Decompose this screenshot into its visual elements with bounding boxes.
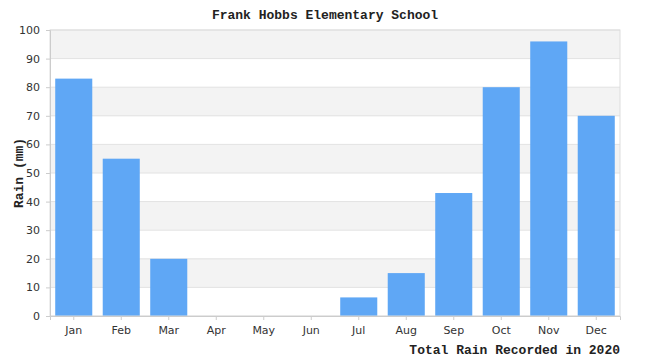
y-tick: 20 [26,253,50,266]
x-tick-label: May [252,324,275,337]
x-tick: Oct [492,316,512,337]
x-tick-mark [263,316,264,320]
y-tick-mark [46,87,50,88]
y-tick-label: 50 [26,167,40,180]
y-tick-mark [46,30,50,31]
y-tick-mark [46,59,50,60]
x-tick-label: Apr [207,324,227,337]
x-tick-label: Sep [443,324,464,337]
y-tick: 80 [26,81,50,94]
x-tick-mark [73,316,74,320]
x-tick-mark [548,316,549,320]
y-tick: 50 [26,167,50,180]
y-tick: 100 [19,24,50,37]
x-tick: Jun [302,316,320,337]
x-axis-title: Total Rain Recorded in 2020 [409,343,620,358]
x-tick: Dec [586,316,607,337]
x-tick: May [252,316,275,337]
y-tick-label: 0 [33,310,40,323]
x-tick-label: Oct [492,324,512,337]
bar [388,273,425,316]
y-tick-label: 100 [19,24,40,37]
x-tick-mark [453,316,454,320]
bar [55,79,92,316]
y-tick-label: 80 [26,81,40,94]
y-tick: 10 [26,281,50,294]
y-tick-mark [46,259,50,260]
y-tick: 90 [26,53,50,66]
x-tick-mark [168,316,169,320]
x-tick: Jan [64,316,82,337]
y-tick: 0 [33,310,50,323]
chart: 0 10 20 30 40 50 60 70 80 90 100 Jan Feb Mar Apr May Jun… [0,0,650,360]
y-tick-mark [46,116,50,117]
y-tick-mark [46,144,50,145]
bar [103,159,140,316]
x-tick-label: Jun [302,324,320,337]
x-tick-mark [406,316,407,320]
y-tick-label: 40 [26,196,40,209]
x-axis-line [51,317,621,321]
y-tick: 40 [26,196,50,209]
y-tick: 70 [26,110,50,123]
x-tick: Mar [158,316,179,337]
plot-frame [50,30,620,316]
x-tick-label: Dec [586,324,607,337]
x-tick: Sep [443,316,464,337]
x-tick-label: Nov [538,324,560,337]
x-tick: Apr [207,316,227,337]
plot-background [50,30,620,316]
bar [150,259,187,316]
y-tick-mark [46,230,50,231]
bar [530,41,567,316]
x-tick-mark [121,316,122,320]
x-tick-label: Mar [158,324,179,337]
x-axis: Jan Feb Mar Apr May Jun Jul Aug Sep Oct Nov Dec [51,316,621,337]
x-tick-label: Aug [396,324,417,337]
x-tick: Jul [351,316,365,337]
y-tick-label: 10 [26,281,40,294]
bar [340,297,377,316]
x-tick-mark [596,316,597,320]
y-tick-label: 90 [26,53,40,66]
grid-lines [50,30,620,316]
y-tick-label: 20 [26,253,40,266]
bar [435,193,472,316]
y-axis-title: Rain (mm) [12,138,27,208]
y-tick-mark [46,287,50,288]
y-tick-mark [46,173,50,174]
y-tick-mark [46,316,50,317]
x-tick-label: Jul [351,324,365,337]
x-tick-label: Jan [64,324,82,337]
x-tick: Nov [538,316,560,337]
x-tick: Feb [112,316,131,337]
x-tick-mark [216,316,217,320]
y-tick-label: 30 [26,224,40,237]
x-tick-mark [501,316,502,320]
bar [578,116,615,316]
y-tick: 60 [26,138,50,151]
y-axis-line [46,31,51,317]
x-tick-mark [358,316,359,320]
bars [55,41,615,316]
bar [483,87,520,316]
x-tick-mark [311,316,312,320]
x-tick: Aug [396,316,417,337]
chart-title: Frank Hobbs Elementary School [212,8,438,23]
y-tick: 30 [26,224,50,237]
y-tick-mark [46,202,50,203]
plot-area: 0 10 20 30 40 50 60 70 80 90 100 Jan Feb Mar Apr May Jun… [19,24,621,337]
x-tick-label: Feb [112,324,131,337]
y-tick-label: 60 [26,138,40,151]
y-tick-label: 70 [26,110,40,123]
